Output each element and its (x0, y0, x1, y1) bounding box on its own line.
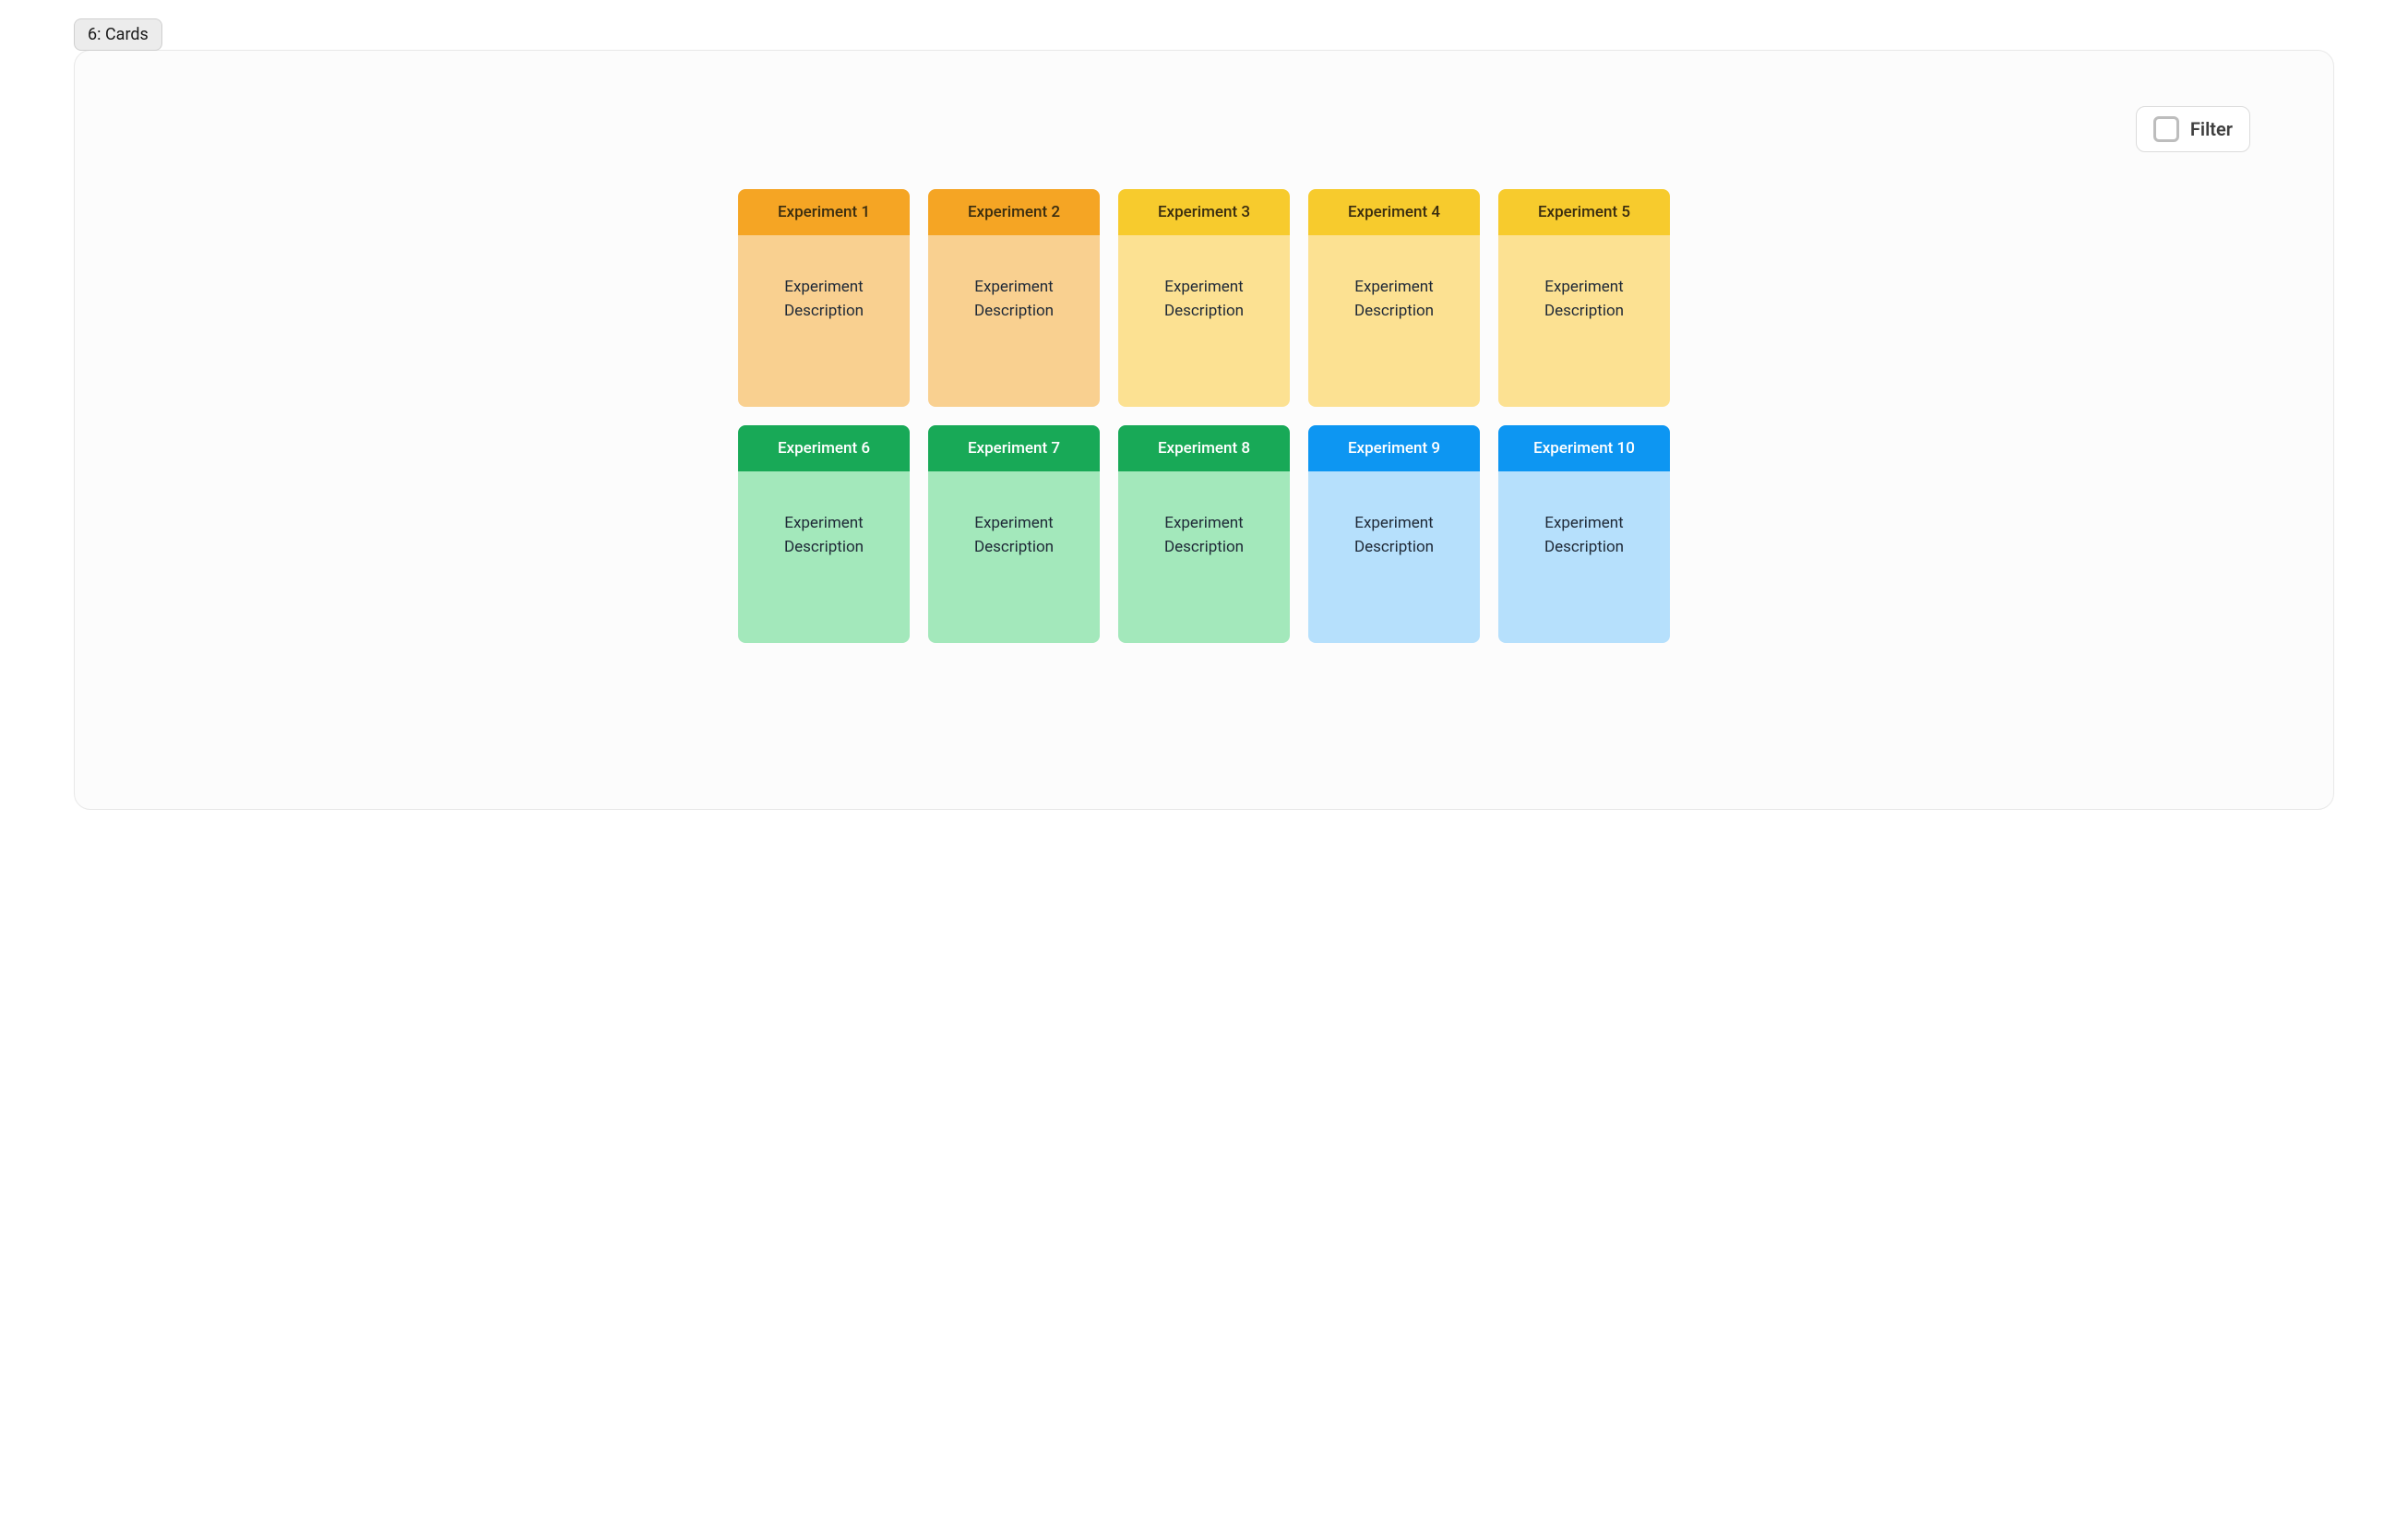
experiment-card[interactable]: Experiment 8 Experiment Description (1118, 425, 1290, 643)
card-header: Experiment 3 (1118, 189, 1290, 235)
filter-checkbox-icon (2153, 116, 2179, 142)
tab-label: 6: Cards (88, 25, 149, 44)
card-body: Experiment Description (1118, 471, 1290, 643)
card-body: Experiment Description (1118, 235, 1290, 407)
card-description: Experiment Description (759, 276, 888, 323)
card-description: Experiment Description (1329, 512, 1459, 559)
experiment-card[interactable]: Experiment 10 Experiment Description (1498, 425, 1670, 643)
card-header: Experiment 7 (928, 425, 1100, 471)
card-title: Experiment 3 (1158, 203, 1250, 221)
cards-panel: Filter Experiment 1 Experiment Descripti… (74, 50, 2334, 810)
card-description: Experiment Description (1329, 276, 1459, 323)
card-header: Experiment 4 (1308, 189, 1480, 235)
card-body: Experiment Description (928, 471, 1100, 643)
card-body: Experiment Description (738, 471, 910, 643)
experiment-card[interactable]: Experiment 1 Experiment Description (738, 189, 910, 407)
experiment-card[interactable]: Experiment 4 Experiment Description (1308, 189, 1480, 407)
card-description: Experiment Description (949, 512, 1079, 559)
card-header: Experiment 2 (928, 189, 1100, 235)
card-title: Experiment 9 (1348, 439, 1440, 458)
card-title: Experiment 7 (968, 439, 1060, 458)
card-title: Experiment 5 (1538, 203, 1630, 221)
experiment-card[interactable]: Experiment 9 Experiment Description (1308, 425, 1480, 643)
card-header: Experiment 10 (1498, 425, 1670, 471)
card-body: Experiment Description (1498, 235, 1670, 407)
experiment-card[interactable]: Experiment 7 Experiment Description (928, 425, 1100, 643)
card-body: Experiment Description (1308, 235, 1480, 407)
card-title: Experiment 6 (778, 439, 870, 458)
card-body: Experiment Description (1308, 471, 1480, 643)
tab-cards[interactable]: 6: Cards (74, 18, 162, 51)
card-header: Experiment 9 (1308, 425, 1480, 471)
card-title: Experiment 4 (1348, 203, 1440, 221)
card-title: Experiment 1 (778, 203, 870, 221)
card-description: Experiment Description (759, 512, 888, 559)
card-header: Experiment 8 (1118, 425, 1290, 471)
filter-label: Filter (2190, 118, 2233, 140)
card-body: Experiment Description (928, 235, 1100, 407)
card-header: Experiment 6 (738, 425, 910, 471)
card-description: Experiment Description (1520, 512, 1649, 559)
card-description: Experiment Description (1139, 512, 1269, 559)
experiment-card[interactable]: Experiment 2 Experiment Description (928, 189, 1100, 407)
card-description: Experiment Description (1520, 276, 1649, 323)
experiment-card[interactable]: Experiment 5 Experiment Description (1498, 189, 1670, 407)
card-body: Experiment Description (738, 235, 910, 407)
card-body: Experiment Description (1498, 471, 1670, 643)
card-description: Experiment Description (949, 276, 1079, 323)
card-header: Experiment 1 (738, 189, 910, 235)
filter-toggle[interactable]: Filter (2136, 106, 2250, 152)
experiment-card[interactable]: Experiment 6 Experiment Description (738, 425, 910, 643)
card-header: Experiment 5 (1498, 189, 1670, 235)
card-title: Experiment 10 (1533, 439, 1635, 458)
card-title: Experiment 8 (1158, 439, 1250, 458)
card-title: Experiment 2 (968, 203, 1060, 221)
experiment-card[interactable]: Experiment 3 Experiment Description (1118, 189, 1290, 407)
cards-grid: Experiment 1 Experiment Description Expe… (158, 189, 2250, 643)
card-description: Experiment Description (1139, 276, 1269, 323)
